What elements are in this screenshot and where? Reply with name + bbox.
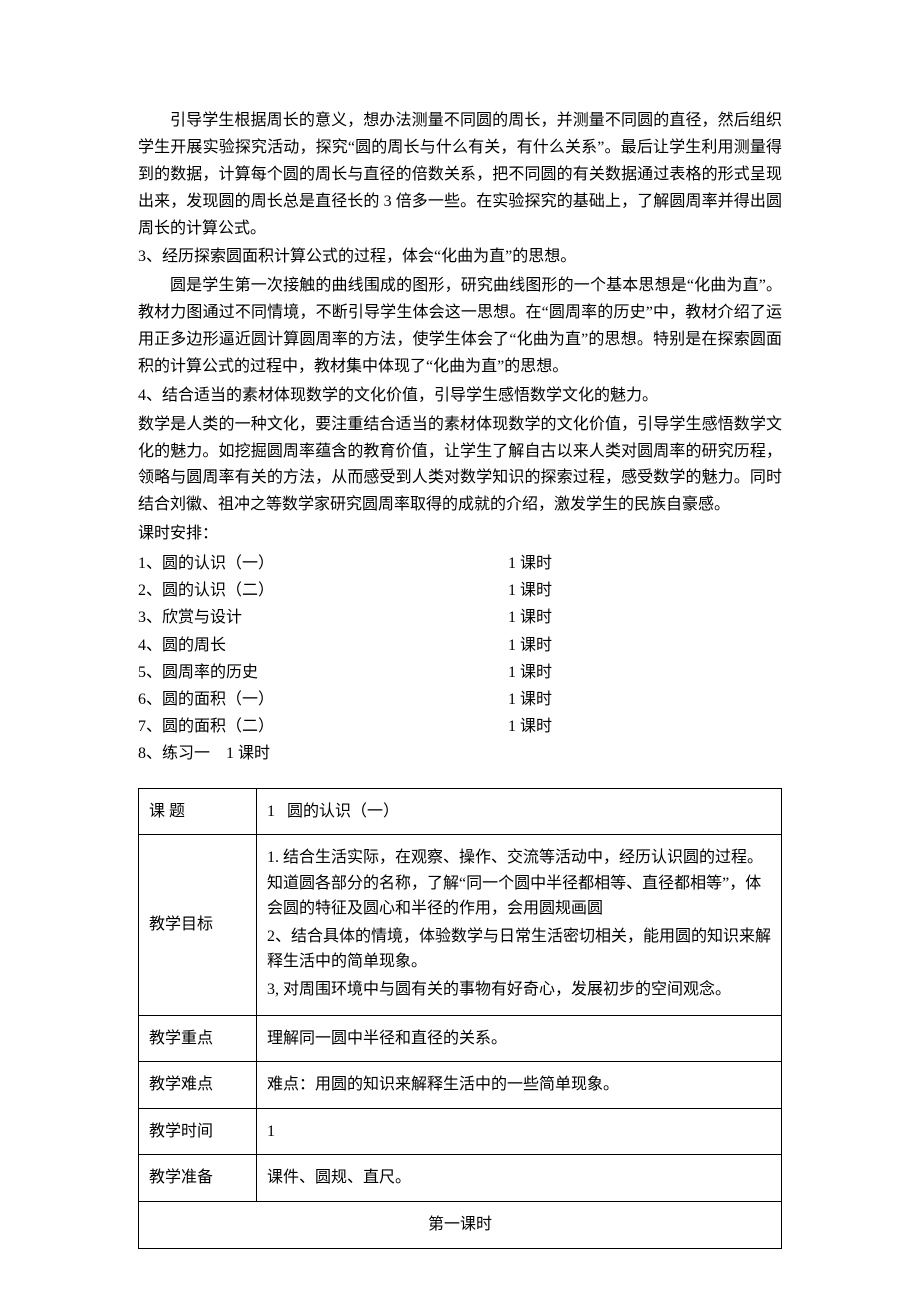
schedule-item-left: 3、欣赏与设计 bbox=[138, 604, 508, 631]
schedule-row: 5、圆周率的历史 1 课时 bbox=[138, 659, 782, 686]
body-paragraph-2: 3、经历探索圆面积计算公式的过程，体会“化曲为直”的思想。 bbox=[138, 244, 782, 271]
schedule-title: 课时安排： bbox=[138, 521, 782, 548]
table-row: 教学目标 1. 结合生活实际，在观察、操作、交流等活动中，经历认识圆的过程。知道… bbox=[139, 835, 782, 1016]
goal-line: 1. 结合生活实际，在观察、操作、交流等活动中，经历认识圆的过程。知道圆各部分的… bbox=[267, 845, 771, 922]
table-row: 教学难点 难点：用圆的知识来解释生活中的一些简单现象。 bbox=[139, 1062, 782, 1109]
schedule-row: 4、圆的周长 1 课时 bbox=[138, 632, 782, 659]
goal-line: 2、结合具体的情境，体验数学与日常生活密切相关，能用圆的知识来解释生活中的简单现… bbox=[267, 924, 771, 975]
schedule-item-left: 5、圆周率的历史 bbox=[138, 659, 508, 686]
schedule-item-right: 1 课时 bbox=[508, 632, 552, 659]
body-paragraph-5: 数学是人类的一种文化，要注重结合适当的素材体现数学的文化价值，引导学生感悟数学文… bbox=[138, 412, 782, 520]
schedule-row: 2、圆的认识（二） 1 课时 bbox=[138, 577, 782, 604]
table-label-goals: 教学目标 bbox=[139, 835, 257, 1016]
table-label-keypoint: 教学重点 bbox=[139, 1015, 257, 1062]
table-label-difficulty: 教学难点 bbox=[139, 1062, 257, 1109]
table-row: 教学重点 理解同一圆中半径和直径的关系。 bbox=[139, 1015, 782, 1062]
table-value-prep: 课件、圆规、直尺。 bbox=[257, 1155, 782, 1202]
table-row: 第一课时 bbox=[139, 1202, 782, 1249]
schedule-list: 1、圆的认识（一） 1 课时 2、圆的认识（二） 1 课时 3、欣赏与设计 1 … bbox=[138, 550, 782, 768]
schedule-item-right: 1 课时 bbox=[508, 713, 552, 740]
table-value-difficulty: 难点：用圆的知识来解释生活中的一些简单现象。 bbox=[257, 1062, 782, 1109]
table-label-topic: 课 题 bbox=[139, 788, 257, 835]
table-value-keypoint: 理解同一圆中半径和直径的关系。 bbox=[257, 1015, 782, 1062]
schedule-item-right: 1 课时 bbox=[508, 550, 552, 577]
goal-line: 3, 对周围环境中与圆有关的事物有好奇心，发展初步的空间观念。 bbox=[267, 977, 771, 1003]
table-label-time: 教学时间 bbox=[139, 1108, 257, 1155]
table-section-header: 第一课时 bbox=[139, 1202, 782, 1249]
schedule-item-left: 8、练习一 1 课时 bbox=[138, 740, 508, 767]
schedule-item-left: 6、圆的面积（一） bbox=[138, 686, 508, 713]
schedule-item-left: 1、圆的认识（一） bbox=[138, 550, 508, 577]
body-paragraph-1: 引导学生根据周长的意义，想办法测量不同圆的周长，并测量不同圆的直径，然后组织学生… bbox=[138, 108, 782, 242]
schedule-row: 6、圆的面积（一） 1 课时 bbox=[138, 686, 782, 713]
table-value-topic: 1 圆的认识（一） bbox=[257, 788, 782, 835]
body-paragraph-4: 4、结合适当的素材体现数学的文化价值，引导学生感悟数学文化的魅力。 bbox=[138, 383, 782, 410]
table-label-prep: 教学准备 bbox=[139, 1155, 257, 1202]
schedule-row: 1、圆的认识（一） 1 课时 bbox=[138, 550, 782, 577]
table-row: 教学时间 1 bbox=[139, 1108, 782, 1155]
schedule-item-right: 1 课时 bbox=[508, 686, 552, 713]
schedule-row: 3、欣赏与设计 1 课时 bbox=[138, 604, 782, 631]
schedule-item-right: 1 课时 bbox=[508, 577, 552, 604]
lesson-plan-table: 课 题 1 圆的认识（一） 教学目标 1. 结合生活实际，在观察、操作、交流等活… bbox=[138, 788, 782, 1249]
table-row: 教学准备 课件、圆规、直尺。 bbox=[139, 1155, 782, 1202]
schedule-row: 8、练习一 1 课时 bbox=[138, 740, 782, 767]
table-row: 课 题 1 圆的认识（一） bbox=[139, 788, 782, 835]
schedule-item-right: 1 课时 bbox=[508, 659, 552, 686]
table-value-time: 1 bbox=[257, 1108, 782, 1155]
table-value-goals: 1. 结合生活实际，在观察、操作、交流等活动中，经历认识圆的过程。知道圆各部分的… bbox=[257, 835, 782, 1016]
schedule-item-left: 7、圆的面积（二） bbox=[138, 713, 508, 740]
schedule-item-left: 4、圆的周长 bbox=[138, 632, 508, 659]
body-paragraph-3: 圆是学生第一次接触的曲线围成的图形，研究曲线图形的一个基本思想是“化曲为直”。教… bbox=[138, 273, 782, 381]
schedule-item-left: 2、圆的认识（二） bbox=[138, 577, 508, 604]
schedule-row: 7、圆的面积（二） 1 课时 bbox=[138, 713, 782, 740]
schedule-item-right: 1 课时 bbox=[508, 604, 552, 631]
